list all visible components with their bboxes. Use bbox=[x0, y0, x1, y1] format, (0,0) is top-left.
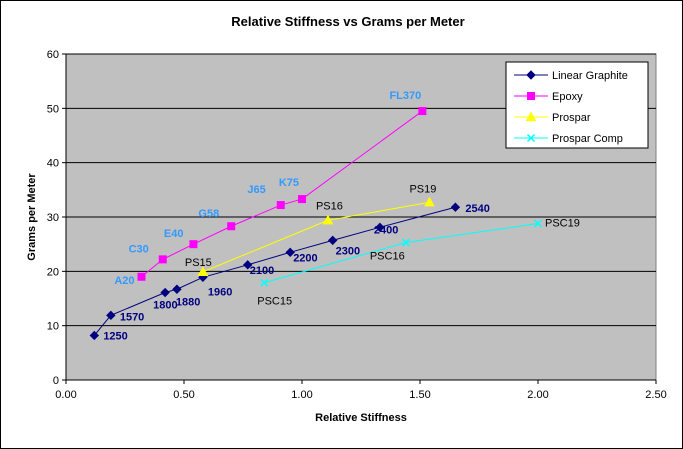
data-label: PS16 bbox=[316, 200, 343, 212]
y-tick-label: 20 bbox=[47, 266, 59, 278]
y-tick-label: 50 bbox=[47, 103, 59, 115]
data-label: 1570 bbox=[120, 311, 144, 323]
data-label: 1880 bbox=[176, 296, 200, 308]
series-prospar bbox=[197, 196, 435, 276]
series-line bbox=[93, 206, 456, 336]
data-label: FL370 bbox=[389, 90, 421, 102]
data-point bbox=[285, 247, 295, 258]
data-point bbox=[533, 219, 543, 228]
legend-marker bbox=[526, 70, 536, 80]
data-label: K75 bbox=[279, 177, 299, 189]
data-point bbox=[401, 238, 410, 247]
data-point bbox=[260, 278, 269, 287]
y-axis-title: Grams per Meter bbox=[26, 173, 38, 261]
legend: Linear Graphite Epoxy Prospar Prospar Comp bbox=[505, 61, 649, 149]
y-tick-label: 10 bbox=[47, 321, 59, 333]
y-tick-label: 30 bbox=[47, 212, 59, 224]
series-prospar-comp bbox=[260, 219, 543, 287]
data-label: PSC16 bbox=[370, 251, 405, 263]
data-point bbox=[276, 201, 285, 210]
data-label: 2300 bbox=[336, 245, 360, 257]
data-label: 2540 bbox=[465, 203, 489, 215]
y-tick-label: 60 bbox=[47, 49, 59, 61]
data-label: C30 bbox=[129, 243, 149, 255]
data-point bbox=[158, 255, 167, 264]
series-layer bbox=[89, 107, 543, 341]
legend-label: Prospar Comp bbox=[552, 133, 623, 145]
y-tick-label: 0 bbox=[53, 375, 59, 387]
data-point bbox=[298, 195, 306, 204]
data-label: 1800 bbox=[153, 300, 177, 312]
data-label: 2100 bbox=[250, 265, 274, 277]
legend-marker bbox=[525, 111, 537, 122]
data-label: PS19 bbox=[409, 183, 436, 195]
legend-item: Linear Graphite bbox=[514, 70, 628, 82]
data-point bbox=[172, 284, 182, 294]
data-point bbox=[160, 287, 170, 298]
y-axis-ticks: 0 10 20 30 40 50 60 bbox=[47, 49, 66, 387]
legend-item: Epoxy bbox=[514, 91, 583, 103]
legend-item: Prospar Comp bbox=[514, 133, 623, 145]
x-tick-label: 1.00 bbox=[291, 389, 312, 401]
x-tick-label: 0.50 bbox=[173, 389, 194, 401]
series-epoxy bbox=[137, 107, 427, 281]
x-tick-label: 1.50 bbox=[409, 389, 430, 401]
x-tick-label: 2.50 bbox=[645, 389, 666, 401]
data-point bbox=[89, 330, 100, 341]
x-axis-ticks: 0.00 0.50 1.00 1.50 2.00 2.50 bbox=[55, 380, 667, 401]
data-label: A20 bbox=[114, 275, 134, 287]
legend-marker bbox=[527, 92, 535, 100]
data-label: 1250 bbox=[103, 330, 127, 342]
data-point bbox=[137, 272, 146, 281]
data-label: PS15 bbox=[185, 257, 212, 269]
data-point bbox=[327, 235, 338, 246]
y-tick-label: 40 bbox=[47, 158, 59, 170]
series-linear-graphite bbox=[89, 202, 461, 341]
legend-label: Linear Graphite bbox=[552, 70, 628, 82]
data-point bbox=[375, 222, 385, 233]
legend-marker bbox=[526, 133, 536, 143]
data-point bbox=[227, 222, 236, 231]
data-point bbox=[322, 214, 334, 225]
legend-label: Epoxy bbox=[552, 91, 583, 103]
data-point bbox=[189, 240, 198, 249]
data-point bbox=[243, 260, 253, 270]
data-label: G58 bbox=[198, 208, 219, 220]
x-tick-label: 2.00 bbox=[527, 389, 548, 401]
data-point bbox=[418, 107, 427, 116]
data-label: PSC15 bbox=[257, 296, 292, 308]
data-point bbox=[450, 202, 461, 212]
data-point bbox=[106, 310, 116, 321]
legend-label: Prospar bbox=[552, 112, 591, 124]
legend-item: Prospar bbox=[514, 111, 591, 124]
x-tick-label: 0.00 bbox=[55, 389, 76, 401]
data-label: 2200 bbox=[293, 252, 317, 264]
x-axis-title: Relative Stiffness bbox=[315, 412, 407, 424]
data-label: 1960 bbox=[208, 286, 232, 298]
data-point bbox=[197, 266, 209, 276]
data-label: J65 bbox=[247, 184, 265, 196]
data-label: E40 bbox=[164, 228, 184, 240]
data-label: PSC19 bbox=[545, 218, 580, 230]
chart-title: Relative Stiffness vs Grams per Meter bbox=[231, 14, 464, 29]
data-point bbox=[424, 196, 435, 207]
data-label: 2400 bbox=[374, 224, 398, 236]
